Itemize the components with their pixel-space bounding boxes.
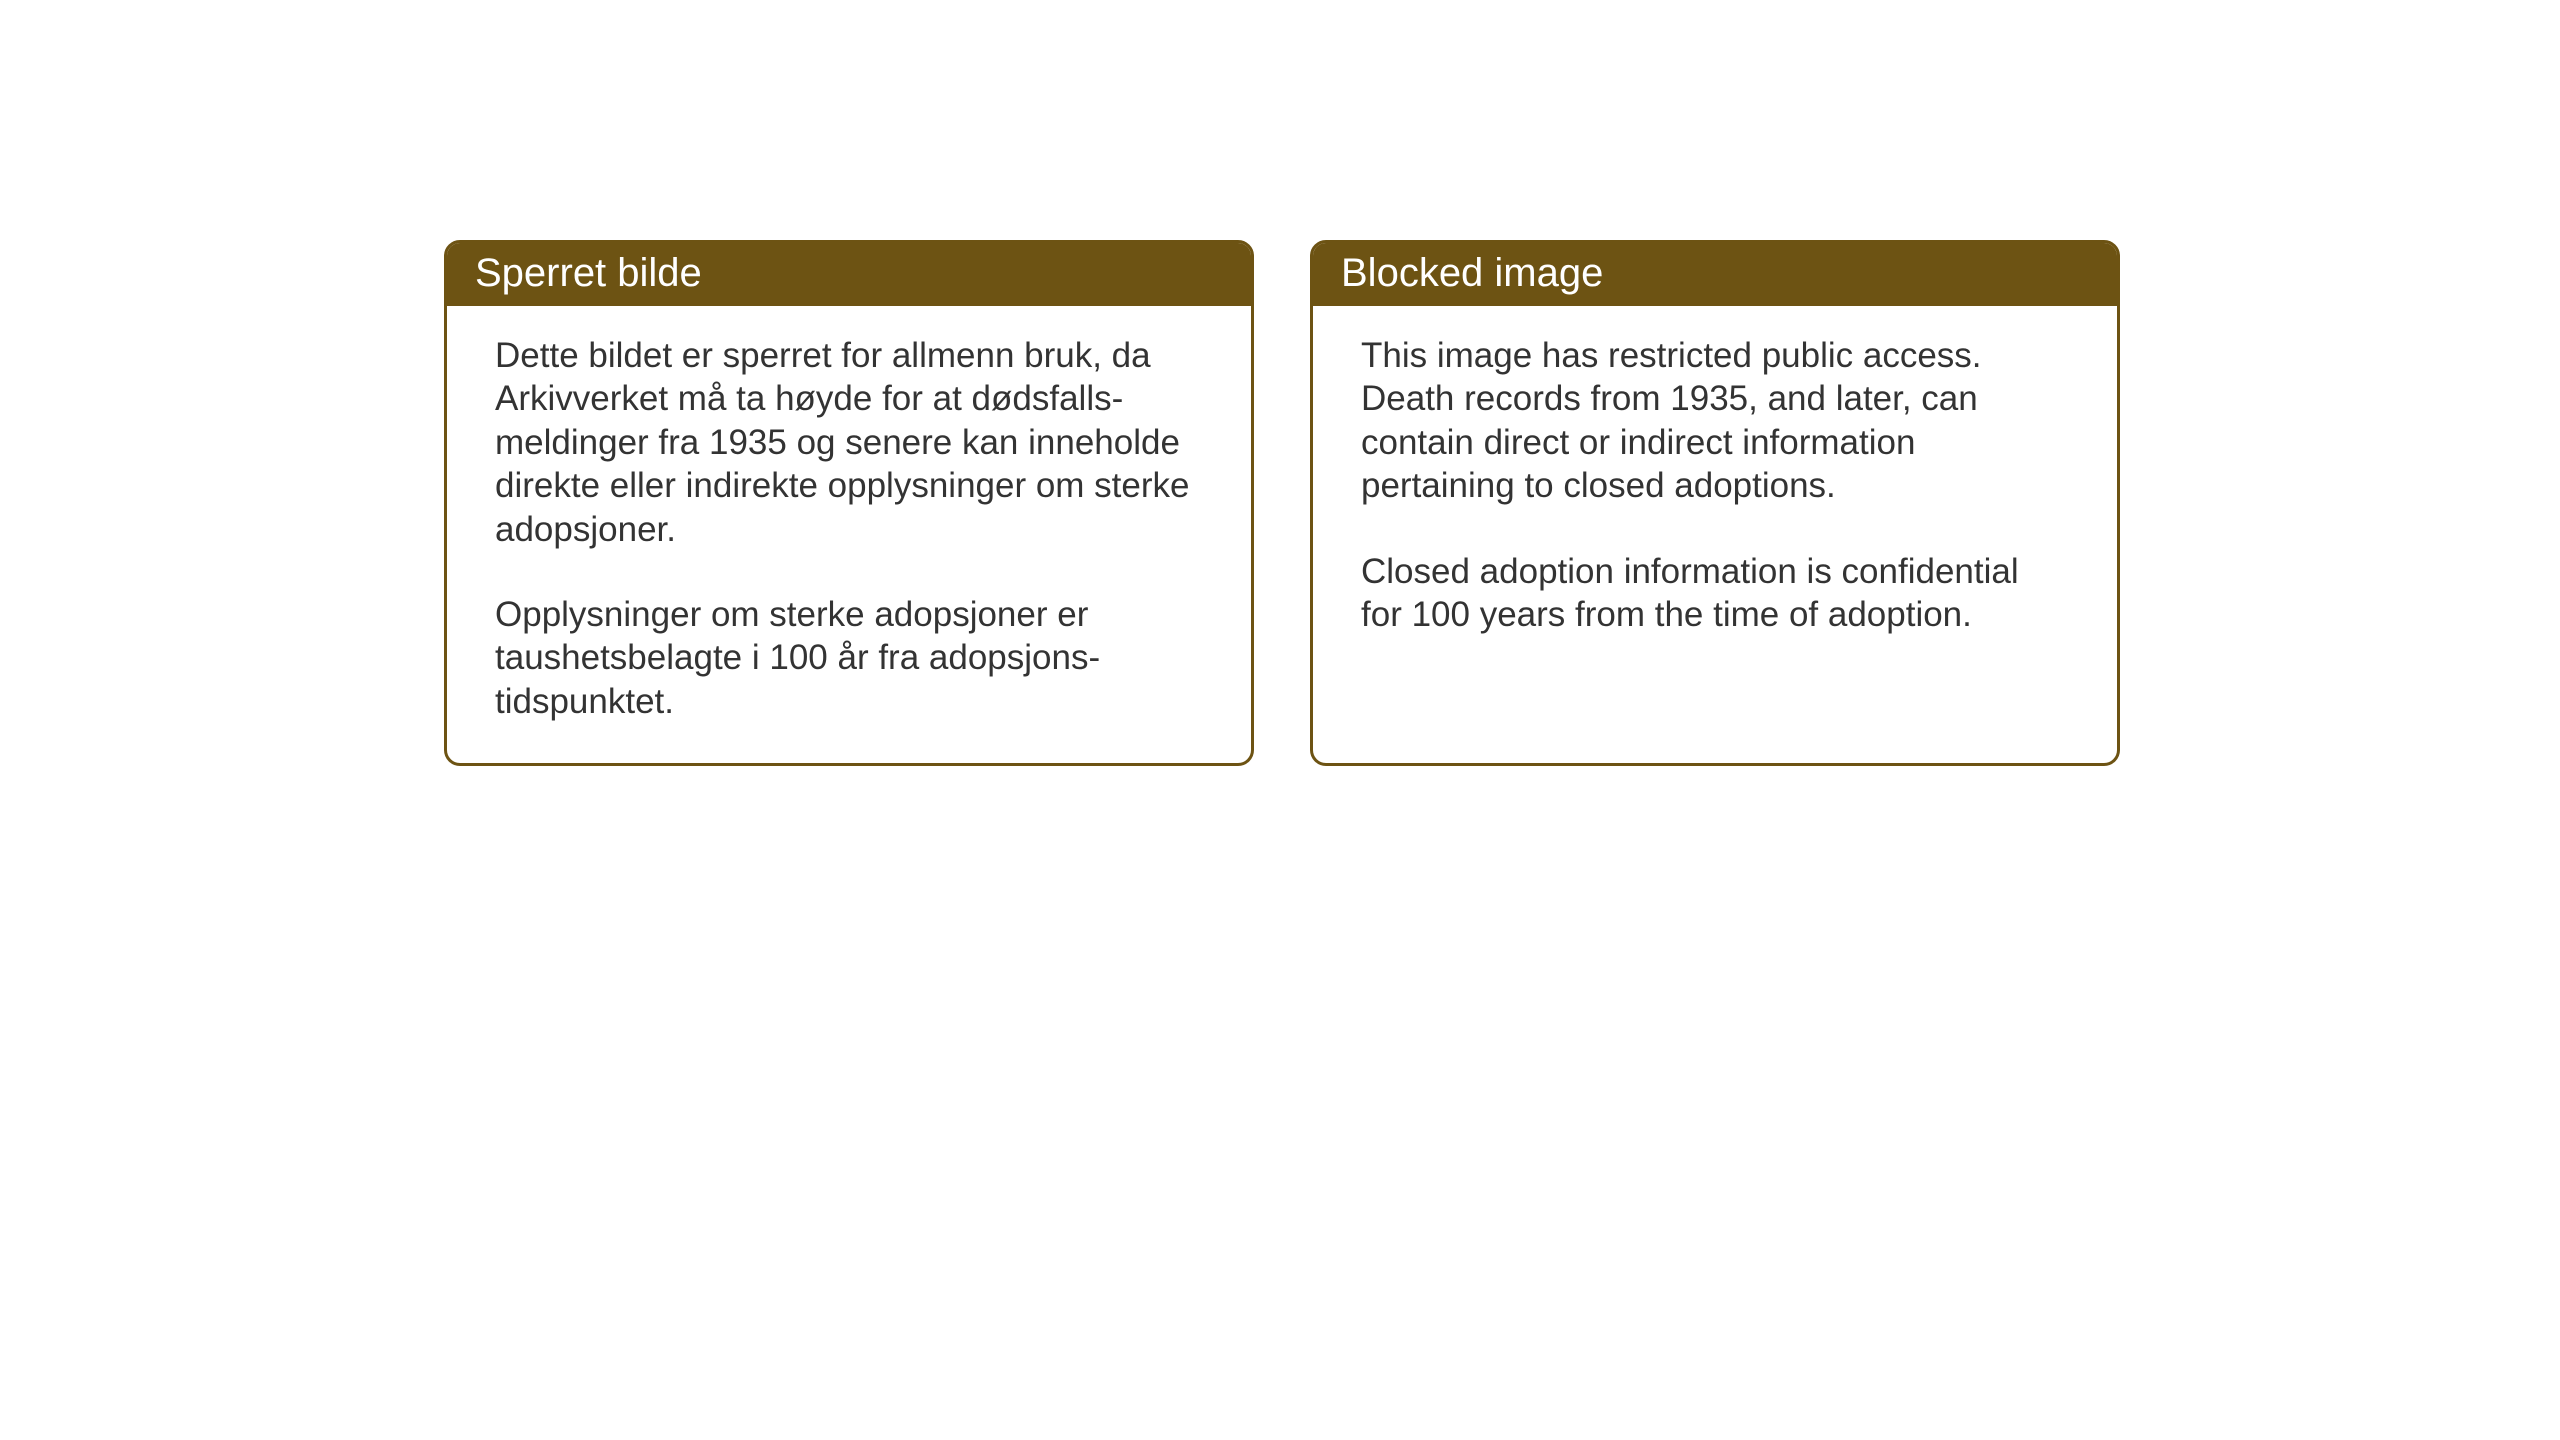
- card-paragraph-1-english: This image has restricted public access.…: [1361, 334, 2069, 508]
- card-paragraph-1-norwegian: Dette bildet er sperret for allmenn bruk…: [495, 334, 1203, 551]
- notice-card-english: Blocked image This image has restricted …: [1310, 240, 2120, 766]
- notice-card-norwegian: Sperret bilde Dette bildet er sperret fo…: [444, 240, 1254, 766]
- card-body-english: This image has restricted public access.…: [1313, 306, 2117, 763]
- card-title-norwegian: Sperret bilde: [475, 251, 702, 295]
- notice-container: Sperret bilde Dette bildet er sperret fo…: [444, 240, 2120, 766]
- card-header-norwegian: Sperret bilde: [447, 243, 1251, 306]
- card-body-norwegian: Dette bildet er sperret for allmenn bruk…: [447, 306, 1251, 763]
- card-header-english: Blocked image: [1313, 243, 2117, 306]
- card-paragraph-2-english: Closed adoption information is confident…: [1361, 550, 2069, 637]
- card-title-english: Blocked image: [1341, 251, 1603, 295]
- card-paragraph-2-norwegian: Opplysninger om sterke adopsjoner er tau…: [495, 593, 1203, 723]
